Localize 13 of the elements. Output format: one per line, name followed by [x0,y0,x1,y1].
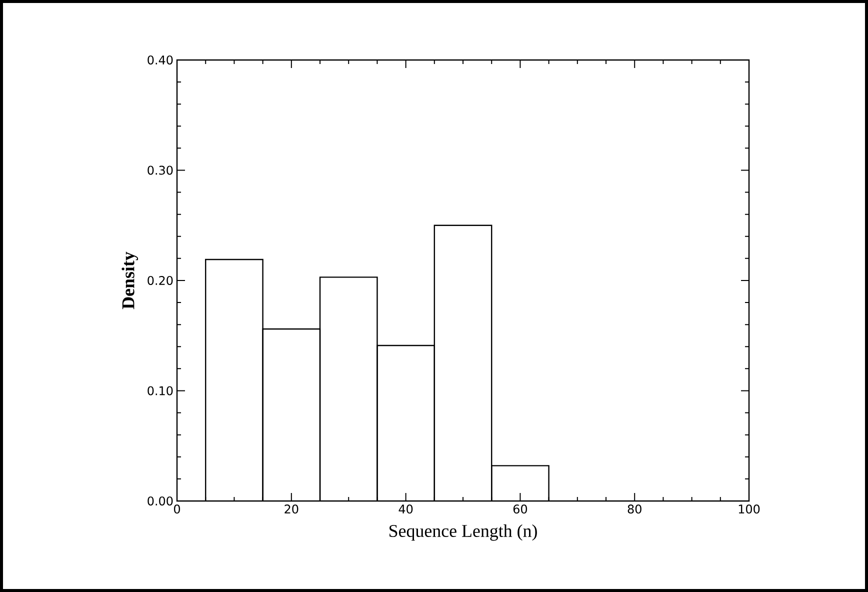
y-axis-title: Density [122,252,138,310]
x-tick-label: 40 [398,504,413,514]
x-axis-title: Sequence Length (n) [390,524,537,541]
x-tick-label: 100 [738,504,760,514]
x-tick-label: 20 [284,504,298,514]
x-tick-label: 0 [174,504,180,514]
y-tick-label: 0.00 [148,496,173,506]
x-tick-label: 80 [628,504,642,514]
y-tick-label: 0.40 [148,55,173,65]
x-tick-label: 60 [513,504,528,514]
y-tick-label: 0.30 [148,166,173,175]
y-tick-label: 0.10 [148,386,173,396]
y-tick-label: 0.20 [148,276,173,286]
